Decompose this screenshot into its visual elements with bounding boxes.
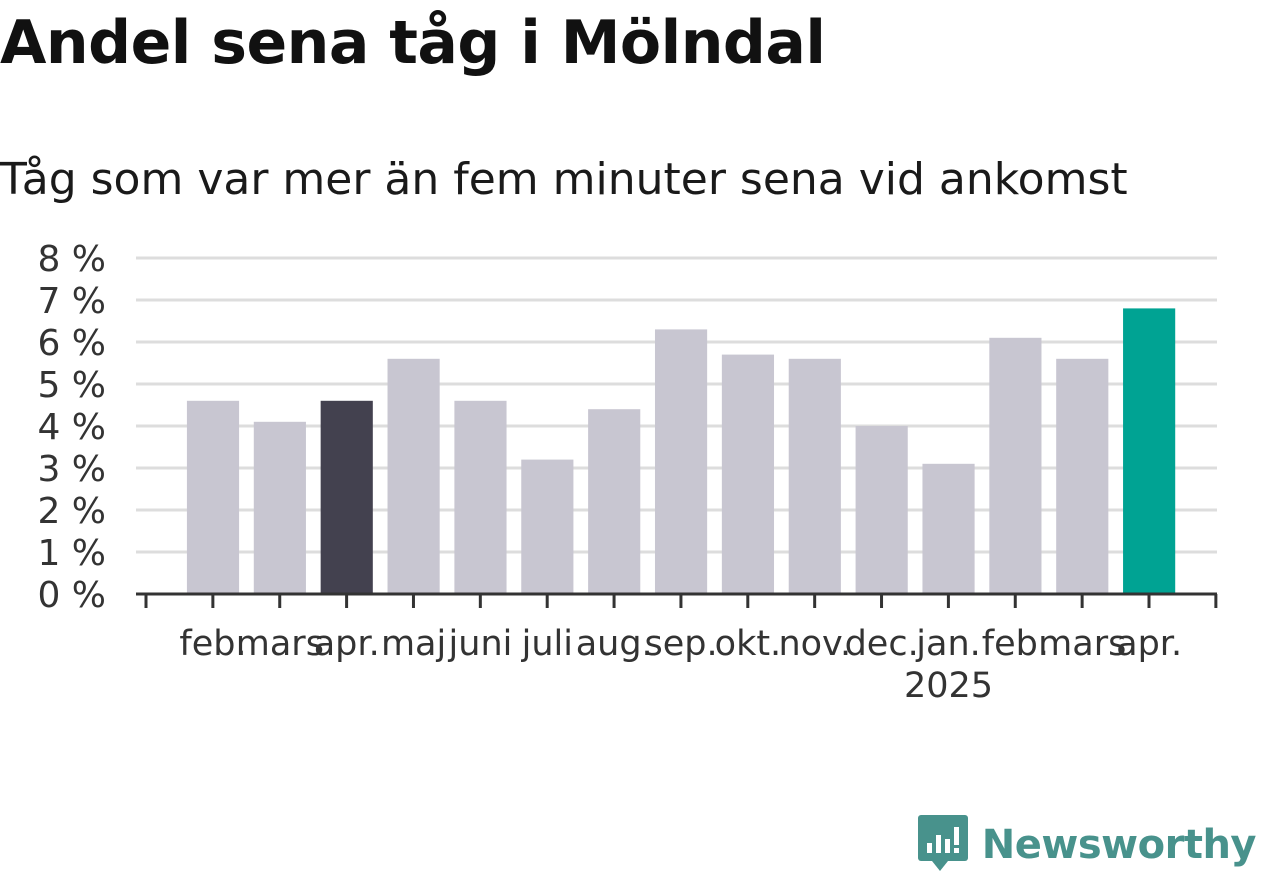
x-tick-label: juli xyxy=(521,624,573,664)
bar xyxy=(788,358,841,594)
bar xyxy=(454,400,507,594)
bar xyxy=(521,459,574,594)
x-tick-label: feb. xyxy=(179,624,246,664)
x-tick-label: sep. xyxy=(645,624,718,664)
bar-chart: 0 %1 %2 %3 %4 %5 %6 %7 %8 % feb.marsapr.… xyxy=(37,239,1218,706)
x-tick-label: nov. xyxy=(778,624,851,664)
bar xyxy=(253,421,306,594)
brand-logo: Newsworthy xyxy=(917,815,1257,875)
y-tick-label: 3 % xyxy=(37,449,106,490)
y-tick-label: 5 % xyxy=(37,365,106,406)
bar xyxy=(1123,308,1176,594)
x-tick-label: jan. xyxy=(915,624,980,664)
x-tick-label: juni xyxy=(448,624,513,664)
x-tick-label: maj xyxy=(381,624,446,664)
bar xyxy=(922,463,975,594)
y-axis-tick-labels: 0 %1 %2 %3 %4 %5 %6 %7 %8 % xyxy=(37,239,106,616)
chart-title: Andel sena tåg i Mölndal xyxy=(0,8,826,78)
y-tick-label: 1 % xyxy=(37,533,106,574)
bar xyxy=(989,337,1042,594)
x-tick-label: mars xyxy=(236,624,324,664)
chart-subtitle: Tåg som var mer än fem minuter sena vid … xyxy=(0,154,1128,205)
brand-name: Newsworthy xyxy=(981,822,1257,868)
x-year-label: 2025 xyxy=(904,666,993,706)
y-tick-label: 2 % xyxy=(37,491,106,532)
x-tick-label: apr. xyxy=(314,624,380,664)
bar xyxy=(387,358,440,594)
bar xyxy=(721,354,775,594)
bars xyxy=(186,308,1176,594)
bar xyxy=(1056,358,1109,594)
x-tick-label: apr. xyxy=(1116,624,1182,664)
y-tick-label: 6 % xyxy=(37,323,106,364)
x-tick-label: okt. xyxy=(715,624,782,664)
x-tick-label: feb. xyxy=(982,624,1049,664)
y-tick-label: 4 % xyxy=(37,407,106,448)
bar xyxy=(320,400,373,594)
y-tick-label: 0 % xyxy=(37,575,106,616)
bar xyxy=(588,409,641,594)
newsworthy-logo-icon xyxy=(917,815,968,871)
bar xyxy=(654,329,708,594)
x-axis xyxy=(136,592,1218,608)
y-tick-label: 7 % xyxy=(37,281,106,322)
bar xyxy=(855,426,908,594)
x-tick-label: mars xyxy=(1038,624,1126,664)
y-tick-label: 8 % xyxy=(37,239,106,280)
x-tick-label: aug. xyxy=(576,624,653,664)
bar xyxy=(186,400,240,594)
x-tick-label: dec. xyxy=(845,624,919,664)
